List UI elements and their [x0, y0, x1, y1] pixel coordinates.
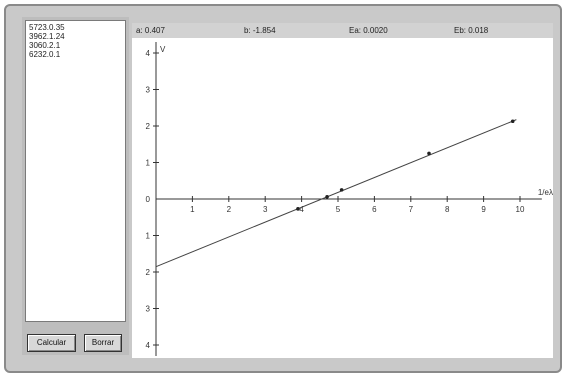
data-point — [510, 119, 515, 124]
y-tick-label: 2 — [146, 122, 151, 131]
x-tick-label: 7 — [409, 205, 414, 214]
x-tick-label: 5 — [336, 205, 341, 214]
y-tick-label: 1 — [146, 232, 151, 241]
list-item[interactable]: 3060.2.1 — [29, 41, 61, 50]
calculate-button[interactable]: Calcular — [27, 334, 76, 352]
origin-label: 0 — [146, 195, 151, 204]
slope-error-value: Ea: 0.0020 — [349, 26, 388, 35]
results-header: a: 0.407 b: -1.854 Ea: 0.0020 Eb: 0.018 — [132, 23, 553, 38]
intercept-error-value: Eb: 0.018 — [454, 26, 489, 35]
y-tick-label: 3 — [146, 305, 151, 314]
y-tick-label: 2 — [146, 268, 151, 277]
x-tick-label: 8 — [445, 205, 450, 214]
y-tick-label: 4 — [146, 49, 151, 58]
list-item[interactable]: 5723.0.35 — [29, 23, 65, 32]
x-tick-label: 4 — [299, 205, 304, 214]
y-tick-label: 4 — [146, 341, 151, 350]
y-tick-label: 1 — [146, 159, 151, 168]
data-point — [339, 188, 344, 192]
x-tick-label: 1 — [190, 205, 195, 214]
x-tick-label: 6 — [372, 205, 377, 214]
list-item[interactable]: 3962.1.24 — [29, 32, 65, 41]
y-tick-label: 3 — [146, 86, 151, 95]
line-chart: 1 2 3 4 5 6 7 8 9 10 4 3 2 1 1 2 3 4 0 1/eλ V — [146, 42, 553, 356]
intercept-value: b: -1.854 — [244, 26, 276, 35]
x-tick-label: 9 — [481, 205, 486, 214]
list-item[interactable]: 6232.0.1 — [29, 50, 61, 59]
x-tick-label: 3 — [263, 205, 268, 214]
x-axis-label: 1/eλ — [538, 188, 553, 197]
x-tick-label: 2 — [227, 205, 232, 214]
x-tick-label: 10 — [516, 205, 525, 214]
fit-line — [155, 119, 517, 268]
data-list[interactable]: 5723.0.35 3962.1.24 3060.2.1 6232.0.1 — [25, 20, 126, 322]
data-point — [427, 151, 431, 156]
y-axis-label: V — [160, 45, 166, 54]
data-point — [325, 195, 329, 199]
data-point — [296, 207, 300, 211]
erase-button[interactable]: Borrar — [84, 334, 122, 352]
plot-area: 1 2 3 4 5 6 7 8 9 10 4 3 2 1 1 2 3 4 0 1/eλ V — [132, 38, 553, 358]
slope-value: a: 0.407 — [136, 26, 165, 35]
